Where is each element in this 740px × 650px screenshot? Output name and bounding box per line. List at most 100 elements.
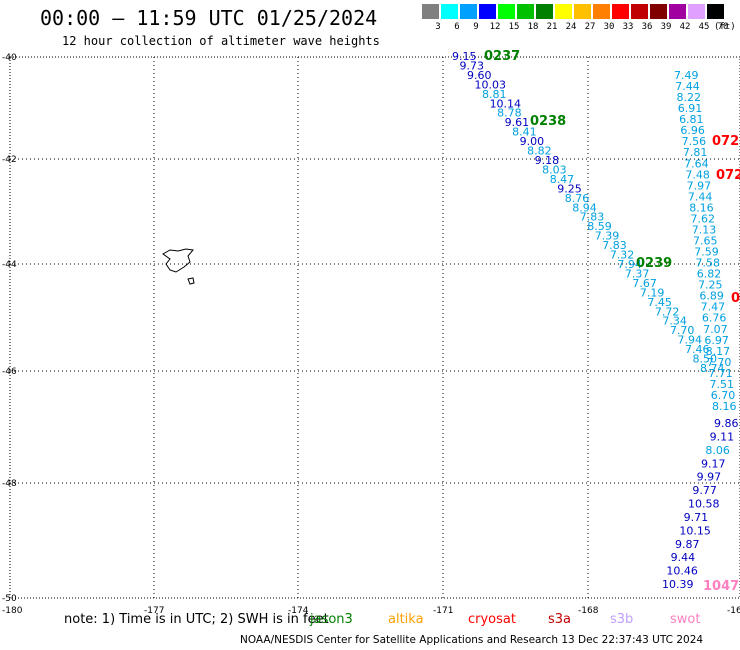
scale-swatch	[612, 4, 629, 19]
wave-height-value: 7.46	[685, 343, 710, 356]
scale-unit: (ft)	[714, 22, 736, 32]
wave-height-value: 7.94	[617, 258, 642, 271]
wave-height-value: 7.62	[690, 212, 715, 225]
wave-height-value: 9.87	[675, 538, 700, 551]
wave-height-value: 10.14	[490, 97, 522, 110]
wave-height-value: 7.44	[688, 190, 713, 203]
wave-height-value: 10.46	[666, 565, 698, 578]
footnote: note: 1) Time is in UTC; 2) SWH is in fe…	[64, 612, 329, 627]
scale-swatch	[669, 4, 686, 19]
wave-height-value: 7.70	[707, 356, 732, 369]
wave-height-value: 7.25	[698, 279, 723, 292]
scale-label: 18	[527, 22, 539, 32]
scale-label: 3	[435, 22, 441, 32]
scale-swatch	[441, 4, 458, 19]
longitude-label: -168	[578, 606, 599, 616]
wave-height-value: 10.03	[475, 78, 507, 91]
scale-label: 33	[622, 22, 634, 32]
wave-height-value: 7.44	[675, 80, 700, 93]
wave-height-value: 9.17	[701, 457, 726, 470]
satellite-name: s3b	[610, 612, 634, 627]
scale-swatch	[631, 4, 648, 19]
wave-height-value: 7.45	[647, 296, 672, 309]
wave-height-value: 9.77	[692, 484, 717, 497]
wave-height-value: 7.70	[670, 324, 695, 337]
latitude-label: -46	[2, 367, 17, 377]
pass-time-label: 0238	[530, 114, 566, 129]
scale-label: 70	[717, 22, 729, 32]
scale-label: 9	[473, 22, 479, 32]
wave-height-value: 8.76	[565, 192, 590, 205]
pass-time-label: 1047	[703, 579, 739, 594]
wave-height-value: 6.81	[679, 113, 704, 126]
wave-height-value: 9.73	[460, 59, 485, 72]
wave-height-value: 7.37	[625, 267, 650, 280]
longitude-label: -16	[727, 606, 740, 616]
latitude-label: -48	[2, 479, 17, 489]
scale-swatch	[517, 4, 534, 19]
islet-outline	[187, 277, 195, 285]
satellite-name: s3a	[548, 612, 572, 627]
scale-swatch	[555, 4, 572, 19]
latitude-label: -42	[2, 155, 17, 165]
scale-swatch	[460, 4, 477, 19]
wave-height-value: 8.59	[587, 220, 612, 233]
wave-height-value: 7.97	[687, 179, 712, 192]
pass-time-label: 0237	[484, 49, 520, 64]
wave-height-value: 7.34	[662, 315, 687, 328]
wave-height-value: 7.67	[632, 277, 657, 290]
wave-height-value: 8.22	[677, 91, 702, 104]
scale-swatch	[688, 4, 705, 19]
wave-height-value: 8.16	[689, 201, 714, 214]
wave-height-value: 8.06	[705, 444, 730, 457]
wave-height-value: 9.18	[535, 154, 560, 167]
satellite-name: jason3	[310, 612, 353, 627]
satellite-name: cryosat	[468, 612, 516, 627]
wave-height-value: 8.81	[482, 88, 507, 101]
scale-swatch	[650, 4, 667, 19]
wave-height-value: 7.59	[694, 246, 719, 259]
latitude-label: -44	[2, 260, 17, 270]
wave-height-value: 8.47	[550, 173, 575, 186]
scale-swatch	[536, 4, 553, 19]
wave-height-value: 9.15	[452, 50, 477, 63]
wave-height-value: 7.39	[595, 230, 620, 243]
wave-height-value: 9.11	[710, 430, 735, 443]
wave-height-value: 9.86	[714, 417, 739, 430]
wave-height-value: 7.64	[684, 157, 709, 170]
scale-swatch	[707, 4, 724, 19]
wave-height-value: 8.03	[542, 163, 567, 176]
scale-swatch	[422, 4, 439, 19]
scale-label: 45	[698, 22, 710, 32]
satellite-name: altika	[388, 612, 424, 627]
wave-height-value: 8.94	[572, 201, 597, 214]
pass-time-label: 0239	[636, 256, 672, 271]
scale-label: 15	[508, 22, 520, 32]
scale-label: 21	[546, 22, 558, 32]
wave-height-value: 9.00	[520, 135, 545, 148]
wave-height-value: 9.61	[505, 116, 530, 129]
wave-height-value: 8.41	[512, 126, 537, 139]
scale-swatch	[574, 4, 591, 19]
wave-height-value: 7.49	[674, 69, 699, 82]
longitude-label: -180	[2, 606, 23, 616]
wave-height-value: 10.58	[688, 498, 720, 511]
wave-height-value: 10.39	[662, 578, 694, 591]
wave-height-value: 7.83	[580, 211, 605, 224]
pass-time-label: 072	[716, 168, 740, 183]
scale-label: 39	[660, 22, 672, 32]
scale-label: 24	[565, 22, 577, 32]
wave-height-value: 7.94	[677, 334, 702, 347]
scale-swatch	[498, 4, 515, 19]
wave-height-value: 6.91	[678, 102, 703, 115]
longitude-label: -171	[433, 606, 453, 616]
wave-height-value: 7.13	[692, 223, 717, 236]
scale-swatch	[479, 4, 496, 19]
scale-label: 42	[679, 22, 691, 32]
wave-height-value: 7.51	[709, 378, 734, 391]
latitude-label: -40	[2, 53, 17, 63]
wave-height-value: 7.56	[682, 135, 707, 148]
wave-height-value: 7.48	[685, 168, 710, 181]
satellite-name: swot	[670, 612, 701, 627]
